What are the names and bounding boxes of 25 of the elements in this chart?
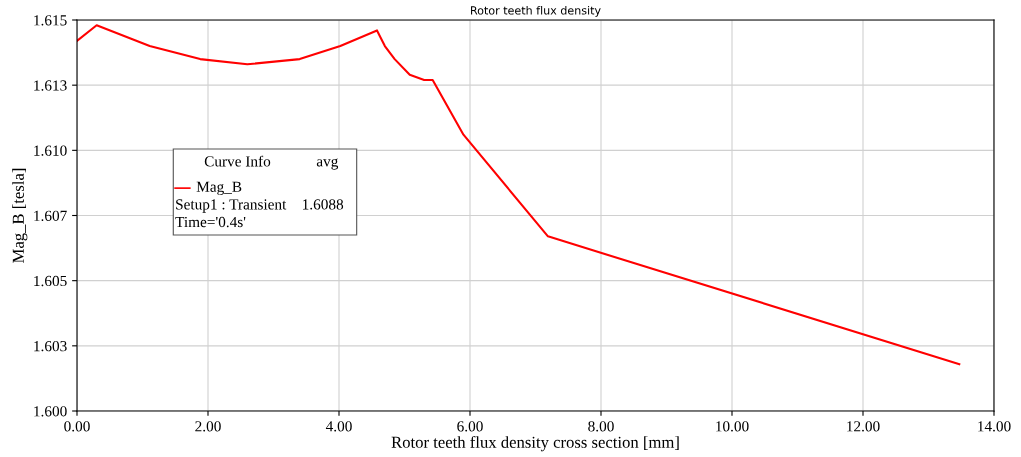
x-tick-label: 12.00: [847, 421, 880, 432]
x-axis-title: Rotor teeth flux density cross section [mm]: [391, 435, 679, 452]
x-tick-label: 0.00: [64, 421, 90, 432]
y-tick-label: 1.607: [34, 210, 67, 222]
y-tick-label: 1.605: [34, 275, 67, 287]
y-tick-label: 1.603: [34, 340, 67, 352]
annotation: Curve Info: [204, 155, 271, 167]
x-tick-label: 10.00: [716, 421, 749, 432]
x-tick-label: 4.00: [325, 421, 352, 432]
annotation: Time='0.4s': [175, 216, 246, 228]
y-tick-label: 1.600: [34, 406, 67, 417]
line-series: [77, 24, 961, 366]
y-tick-label: 1.610: [34, 145, 67, 156]
x-tick-label: 14.00: [978, 421, 1011, 432]
x-tick-label: 2.00: [195, 421, 221, 432]
y-tick-label: 1.615: [34, 15, 67, 26]
annotation: avg: [316, 158, 339, 170]
chart-title: Rotor teeth flux density: [471, 6, 601, 17]
legend-label: Mag_B: [196, 181, 242, 196]
x-tick-label: 8.00: [588, 421, 614, 432]
annotation: 1.6088: [303, 199, 344, 210]
y-tick-label: 1.613: [34, 80, 67, 91]
annotation: Setup1 : Transient: [176, 199, 287, 213]
y-axis-title: Mag_B [tesla]: [12, 168, 28, 263]
x-tick-label: 6.00: [457, 421, 483, 432]
